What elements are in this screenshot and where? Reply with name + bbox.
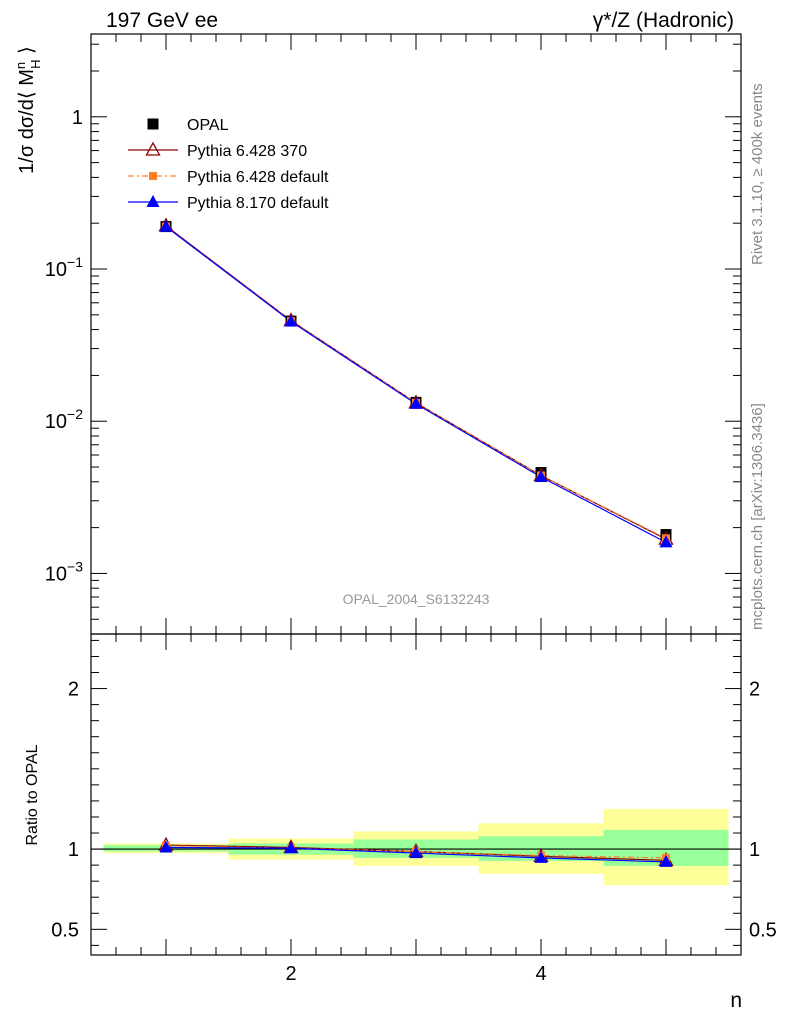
legend-marker — [147, 118, 159, 130]
ylabel-prefix: 1/σ dσ/d⟨ M — [16, 69, 38, 174]
y-tick-label: 10−3 — [45, 558, 83, 585]
ratio-series-line — [165, 845, 667, 859]
ratio-frame — [90, 633, 742, 956]
ylabel-sup: n — [13, 62, 28, 69]
left-title: 197 GeV ee — [106, 9, 218, 32]
main-point — [284, 314, 298, 327]
ratio-point — [159, 840, 173, 853]
ratio-point — [284, 841, 298, 854]
y-tick-label: 0.5 — [51, 919, 79, 941]
main-series-line — [165, 226, 667, 543]
legend-label: OPAL — [187, 117, 229, 134]
ratio-point — [534, 850, 548, 863]
legend-marker — [146, 195, 160, 207]
y-tick-label-right: 1 — [749, 839, 760, 861]
right-title: γ*/Z (Hadronic) — [593, 9, 734, 32]
legend-label: Pythia 6.428 370 — [187, 143, 307, 160]
ylabel-suffix: ⟩ — [16, 46, 38, 59]
ratio-y-axis-label: Ratio to OPAL — [24, 744, 41, 845]
y-tick-label: 1 — [72, 107, 83, 129]
y-tick-label: 1 — [68, 839, 79, 861]
main-series-line — [165, 226, 667, 539]
y-tick-label: 2 — [68, 679, 79, 701]
legend-label: Pythia 8.170 default — [187, 195, 329, 212]
y-tick-label: 10−2 — [45, 406, 83, 433]
main-panel: 10−3 10−2 10−1 1 — [45, 34, 742, 635]
legend-marker — [145, 141, 161, 156]
y-tick-label: 10−1 — [45, 254, 83, 281]
main-point — [534, 470, 548, 483]
x-axis-label: n — [730, 989, 742, 1012]
main-point — [159, 219, 173, 232]
ylabel-sub: H — [28, 59, 43, 68]
legend-label: Pythia 6.428 default — [187, 169, 329, 186]
mcplots-label: mcplots.cern.ch [arXiv:1306.3436] — [749, 403, 766, 630]
x-tick-label: 4 — [535, 963, 546, 985]
ratio-panel: 2 4 0.5 0.5 1 1 2 2 — [51, 634, 777, 985]
rivet-label: Rivet 3.1.10, ≥ 400k events — [749, 83, 766, 265]
watermark: OPAL_2004_S6132243 — [343, 591, 490, 607]
main-series-line — [165, 225, 667, 540]
ratio-point — [409, 846, 423, 859]
legend: OPAL Pythia 6.428 370 Pythia 6.428 default… — [128, 117, 329, 212]
legend-marker — [149, 172, 157, 180]
main-y-axis-label: 1/σ dσ/d⟨ MnH ⟩ — [13, 46, 43, 174]
x-tick-label: 2 — [285, 963, 296, 985]
y-tick-label-right: 2 — [749, 679, 760, 701]
svg-text:1/σ dσ/d⟨ MnH ⟩: 1/σ dσ/d⟨ MnH ⟩ — [13, 46, 43, 174]
main-point — [659, 535, 673, 548]
y-tick-label-right: 0.5 — [749, 919, 777, 941]
main-point — [409, 396, 423, 409]
ratio-point — [659, 854, 673, 867]
